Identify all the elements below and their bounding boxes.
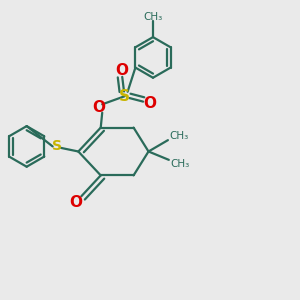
Text: S: S: [119, 89, 130, 104]
Text: O: O: [115, 63, 128, 78]
Text: CH₃: CH₃: [144, 12, 163, 22]
Text: CH₃: CH₃: [169, 131, 189, 141]
Text: CH₃: CH₃: [170, 159, 190, 169]
Text: S: S: [52, 139, 62, 153]
Text: O: O: [69, 195, 82, 210]
Text: O: O: [92, 100, 105, 115]
Text: O: O: [143, 96, 156, 111]
